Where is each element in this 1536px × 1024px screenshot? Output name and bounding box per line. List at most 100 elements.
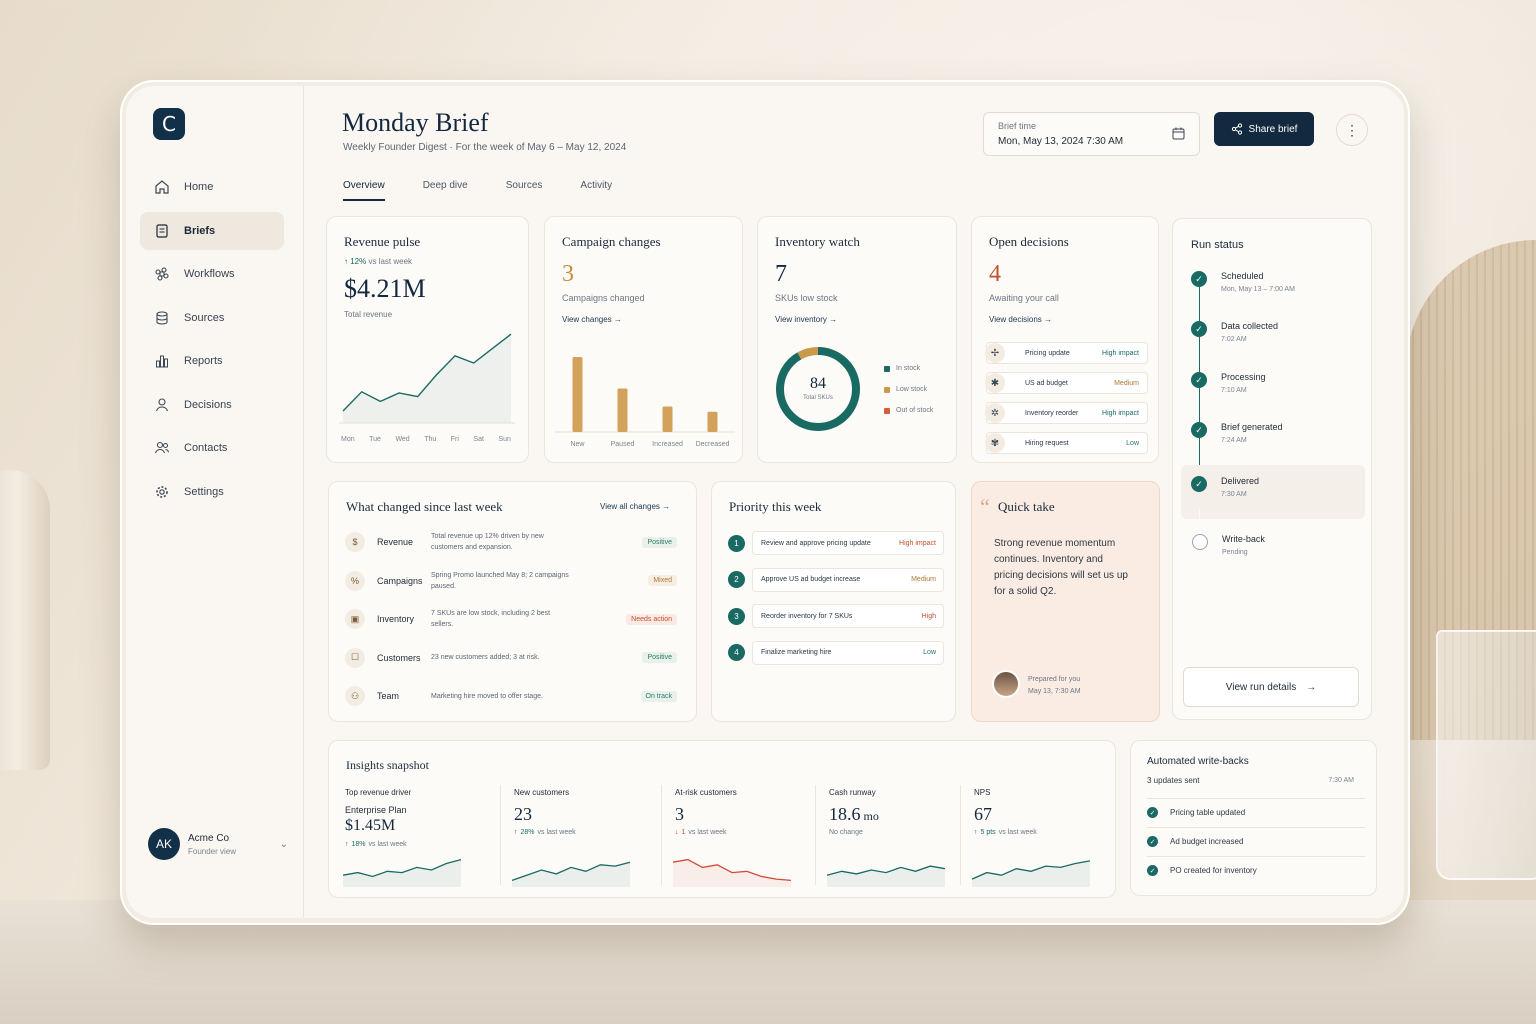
sidebar-item-home[interactable]: Home — [140, 168, 284, 206]
change-row[interactable]: ☐ Customers 23 new customers added; 3 at r… — [345, 644, 681, 672]
tab-sources[interactable]: Sources — [505, 180, 543, 191]
priority-box: Finalize marketing hire Low — [752, 640, 944, 665]
change-row[interactable]: % Campaigns Spring Promo launched May 8; 2… — [345, 567, 681, 595]
app-logo[interactable]: C — [153, 108, 185, 140]
change-row[interactable]: $ Revenue Total revenue up 12% driven by n… — [345, 528, 681, 556]
view-decisions-link[interactable]: View decisions → — [989, 315, 1052, 324]
decision-impact: High impact — [1102, 409, 1139, 417]
more-options-icon[interactable]: ⋮ — [1336, 114, 1368, 146]
day-tick-label: Wed — [395, 436, 410, 443]
sidebar-item-briefs[interactable]: Briefs — [140, 211, 284, 250]
insight-label: Top revenue driver — [345, 788, 412, 797]
arrow-up-icon: ↑ — [345, 841, 349, 848]
decision-item[interactable]: ✢ Pricing update High impact — [985, 342, 1148, 364]
revenue-line — [342, 333, 512, 412]
campaign-title: Campaign changes — [562, 234, 661, 249]
sidebar-item-settings[interactable]: Settings — [140, 473, 284, 511]
campaign-bar-chart: New Paused Increased Decreased — [555, 357, 735, 448]
sidebar-item-sources[interactable]: Sources — [140, 299, 284, 337]
view-changes-link[interactable]: View changes → — [562, 315, 622, 324]
calendar-icon[interactable] — [1172, 127, 1185, 140]
sidebar-item-decisions[interactable]: Decisions — [140, 386, 284, 424]
sidebar-item-workflows[interactable]: Workflows — [140, 255, 284, 293]
view-inventory-link[interactable]: View inventory → — [775, 315, 837, 324]
priority-label: Approve US ad budget increase — [761, 576, 861, 583]
run-step-time: 7:10 AM — [1221, 387, 1247, 394]
run-step-name: Write-back — [1222, 534, 1265, 544]
day-tick-label: Fri — [450, 436, 459, 443]
change-row[interactable]: ▣ Inventory 7 SKUs are low stock, includin… — [345, 605, 681, 633]
priority-item[interactable]: 4 Finalize marketing hire Low — [728, 640, 944, 665]
priority-item[interactable]: 2 Approve US ad budget increase Medium — [728, 567, 944, 592]
insight-change: ↑ 5 pts vs last week — [974, 829, 1037, 836]
tab-activity[interactable]: Activity — [580, 180, 613, 191]
priority-item[interactable]: 3 Reorder inventory for 7 SKUs High — [728, 604, 944, 628]
sidebar-item-contacts[interactable]: Contacts — [140, 429, 284, 467]
decision-item[interactable]: ✾ Hiring request Low — [985, 432, 1148, 454]
insight-divider — [960, 785, 961, 885]
change-icon: ▣ — [345, 609, 365, 629]
status-badge: On track — [640, 690, 677, 702]
view-changes-label: View changes — [562, 315, 612, 324]
arrow-up-icon: ↑ — [344, 257, 348, 266]
decision-icon: ✾ — [985, 433, 1005, 453]
change-icon: ☐ — [345, 647, 365, 668]
insight-value-text: 23 — [514, 804, 532, 824]
campaign-category-label: Increased — [652, 441, 683, 448]
insight-item[interactable]: Cash runway 18.6 mo No change — [815, 741, 949, 897]
writeback-label: Ad budget increased — [1170, 837, 1244, 846]
revenue-area — [343, 334, 511, 423]
check-circle-icon: ✓ — [1191, 422, 1207, 438]
insight-item[interactable]: New customers 23 ↑ 28% vs last week — [500, 741, 649, 897]
quick-take-card: “ Quick take Strong revenue momentum con… — [971, 481, 1160, 722]
day-tick-label: Thu — [424, 436, 437, 443]
insight-change-text: vs last week — [998, 829, 1037, 836]
share-brief-label: Share brief — [1248, 123, 1298, 135]
arrow-right-icon: → — [829, 315, 838, 324]
insight-value-text: 67 — [974, 804, 992, 824]
pending-circle-icon — [1192, 534, 1208, 550]
insight-item[interactable]: NPS 67 ↑ 5 pts vs last week — [960, 741, 1104, 897]
insight-value: 23 — [514, 804, 532, 825]
priority-number: 3 — [728, 607, 745, 625]
decision-item[interactable]: ✲ Inventory reorder High impact — [985, 402, 1148, 424]
insight-item[interactable]: At-risk customers 3 ↓ 1 vs last week — [661, 741, 805, 897]
legend-label: In stock — [896, 365, 921, 372]
change-row[interactable]: ⚇ Team Marketing hire moved to offer stage… — [345, 682, 681, 710]
chevron-down-icon[interactable]: ⌄ — [279, 838, 288, 850]
priority-number: 4 — [728, 644, 745, 661]
brief-time-picker[interactable]: Brief time Mon, May 13, 2024 7:30 AM — [983, 112, 1200, 156]
brief-time-label: Brief time — [998, 121, 1037, 131]
priority-label: Reorder inventory for 7 SKUs — [761, 612, 853, 620]
writebacks-title: Automated write-backs — [1147, 756, 1249, 767]
decisions-card: Open decisions 4 Awaiting your call View… — [971, 216, 1159, 463]
insight-item[interactable]: Top revenue driver Enterprise Plan $1.45M ↑… — [342, 741, 485, 897]
sparkline-area — [673, 859, 791, 887]
insight-sparkline — [342, 858, 462, 887]
tab-overview[interactable]: Overview — [343, 180, 385, 201]
sidebar-item-label: Decisions — [184, 398, 232, 411]
view-run-details-button[interactable]: View run details → — [1183, 667, 1359, 707]
delivered-highlight — [1181, 465, 1365, 519]
run-step-time: 7:02 AM — [1221, 336, 1247, 343]
prepared-time: May 13, 7:30 AM — [1028, 688, 1081, 695]
day-tick-label: Tue — [369, 436, 381, 443]
insight-value-text: 3 — [675, 804, 684, 824]
change-label: Campaigns — [377, 575, 423, 586]
decision-icon: ✲ — [985, 403, 1005, 423]
people-icon — [154, 440, 170, 456]
avatar: AK — [148, 828, 180, 860]
insight-divider — [815, 785, 816, 885]
view-all-changes-link[interactable]: View all changes → — [600, 502, 670, 511]
sidebar-item-reports[interactable]: Reports — [140, 342, 284, 380]
account-switcher[interactable]: AK Acme Co Founder view ⌄ — [148, 826, 288, 862]
share-brief-button[interactable]: Share brief — [1214, 112, 1314, 146]
sidebar-item-label: Contacts — [184, 442, 228, 454]
author-avatar — [992, 670, 1020, 698]
writeback-item: ✓ Ad budget increased — [1147, 827, 1365, 855]
insight-label: NPS — [974, 788, 991, 797]
campaign-value: 3 — [562, 261, 574, 287]
priority-item[interactable]: 1 Review and approve pricing update High i… — [728, 531, 944, 555]
tab-deep-dive[interactable]: Deep dive — [422, 180, 468, 191]
decision-item[interactable]: ✱ US ad budget Medium — [985, 372, 1148, 394]
